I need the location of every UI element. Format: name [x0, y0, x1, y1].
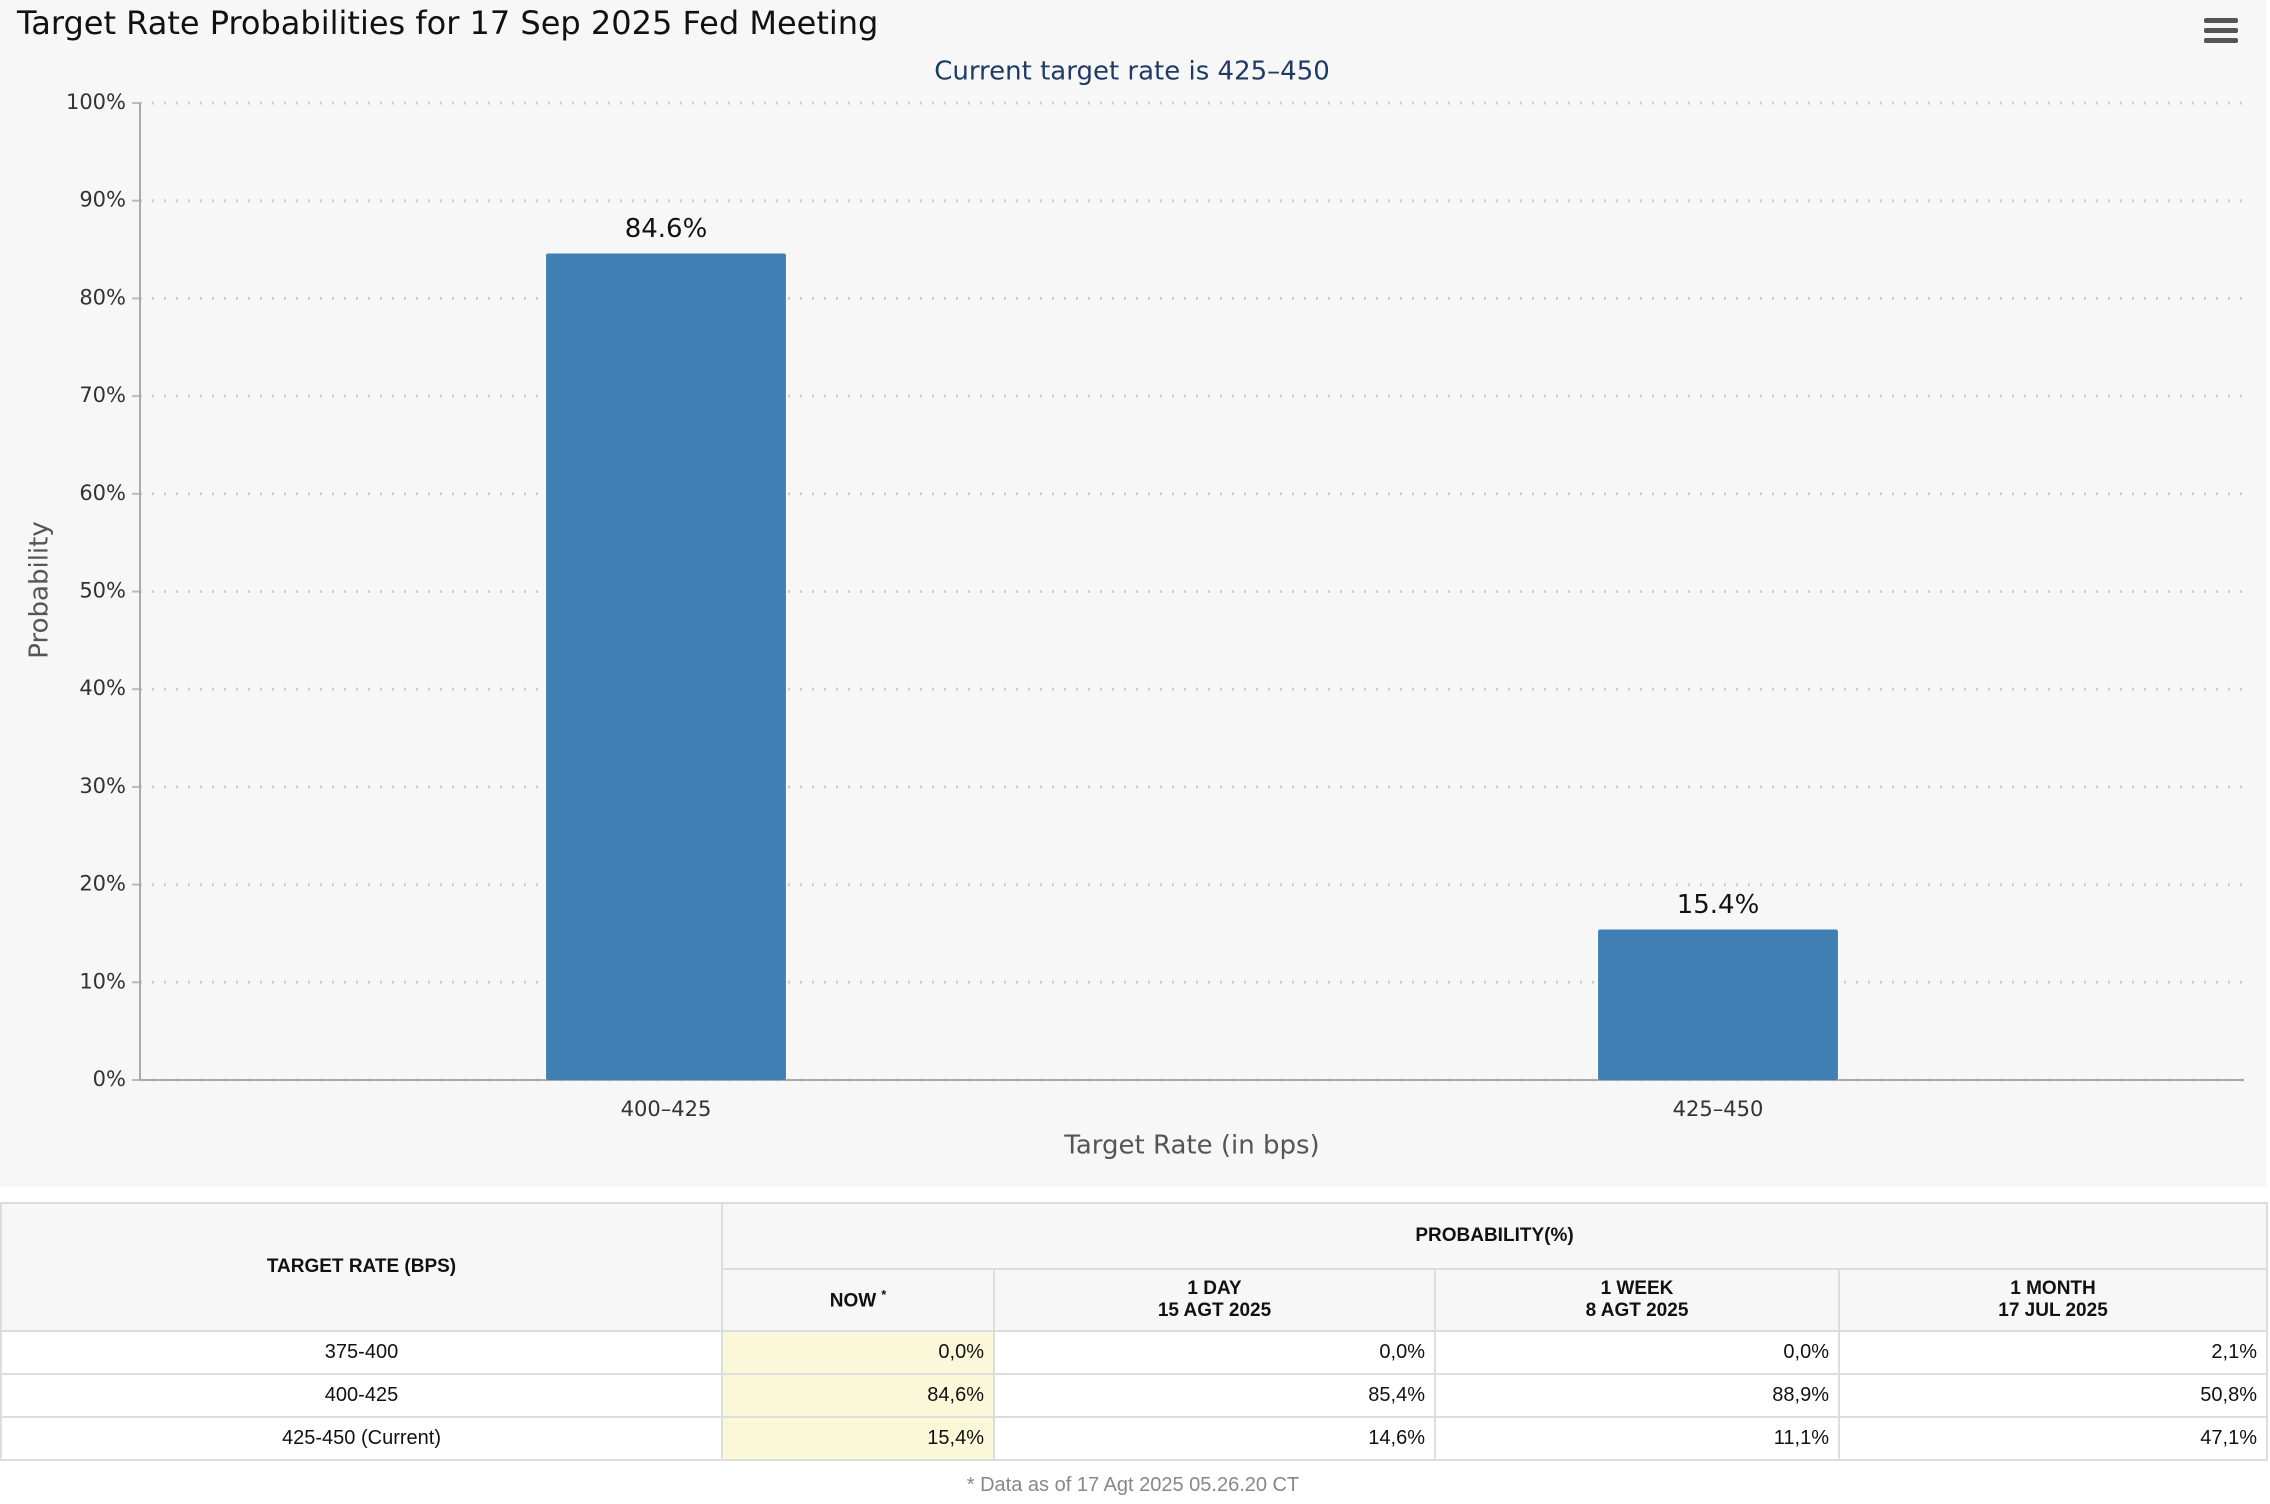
header-cell: 1 WEEK 8 AGT 2025	[1434, 1268, 1840, 1332]
table-cell: 0,0%	[1434, 1330, 1840, 1375]
menu-bar	[2204, 38, 2238, 43]
table-cell: 88,9%	[1434, 1373, 1840, 1418]
table-cell: 14,6%	[993, 1416, 1436, 1461]
data-label: 15.4%	[1677, 890, 1760, 920]
x-axis-label: Target Rate (in bps)	[1063, 1131, 1319, 1161]
y-tick-label: 40%	[79, 676, 126, 700]
header-cell: TARGET RATE (BPS)	[0, 1202, 723, 1332]
table-cell: 50,8%	[1837, 1373, 2269, 1418]
table-cell: 425-450 (Current)	[0, 1416, 723, 1461]
x-tick-label: 425–450	[1673, 1097, 1764, 1121]
header-cell: 1 MONTH 17 JUL 2025	[1837, 1268, 2269, 1332]
menu-button[interactable]	[2204, 18, 2238, 43]
chart-subtitle: Current target rate is 425–450	[934, 57, 1330, 87]
table-row: 400-425 84,6% 85,4% 88,9% 50,8%	[0, 1373, 2269, 1418]
y-tick-label: 90%	[79, 188, 126, 212]
column-label: 1 WEEK	[1600, 1278, 1674, 1299]
y-tick-label: 50%	[79, 579, 126, 603]
y-tick-label: 100%	[66, 90, 126, 114]
table-cell: 0,0%	[993, 1330, 1436, 1375]
probability-table: TARGET RATE (BPS) PROBABILITY(%) NOW * 1 DAY…	[0, 1202, 2269, 1461]
y-axis-label: Probability	[25, 521, 55, 658]
menu-bar	[2204, 28, 2238, 33]
data-label: 84.6%	[625, 214, 708, 244]
table-row: 375-400 0,0% 0,0% 0,0% 2,1%	[0, 1330, 2269, 1375]
y-tick-label: 80%	[79, 285, 126, 309]
bar	[546, 253, 786, 1080]
table-row: 425-450 (Current) 15,4% 14,6% 11,1% 47,1%	[0, 1416, 2269, 1461]
column-label: 1 MONTH	[2010, 1278, 2096, 1299]
table-cell: 11,1%	[1434, 1416, 1840, 1461]
column-date: 15 AGT 2025	[1157, 1300, 1272, 1321]
column-label: 1 DAY	[1187, 1278, 1242, 1299]
bar	[1598, 929, 1838, 1080]
header-row: TARGET RATE (BPS) PROBABILITY(%)	[0, 1202, 2269, 1332]
column-label: NOW	[829, 1290, 877, 1312]
table-cell: 47,1%	[1837, 1416, 2269, 1461]
table-cell: 15,4%	[721, 1416, 995, 1461]
menu-bar	[2204, 18, 2238, 23]
chart: Target Rate Probabilities for 17 Sep 202…	[16, 4, 2244, 1161]
table-cell: 375-400	[0, 1330, 723, 1375]
chart-title: Target Rate Probabilities for 17 Sep 202…	[16, 4, 878, 42]
column-mark: *	[881, 1287, 887, 1303]
table-cell: 84,6%	[721, 1373, 995, 1418]
y-tick-label: 70%	[79, 383, 126, 407]
y-tick-label: 30%	[79, 774, 126, 798]
y-tick-label: 10%	[79, 969, 126, 993]
table-cell: 0,0%	[721, 1330, 995, 1375]
header-cell: NOW *	[721, 1268, 995, 1332]
column-date: 8 AGT 2025	[1585, 1300, 1689, 1321]
table-cell: 400-425	[0, 1373, 723, 1418]
column-date: 17 JUL 2025	[1998, 1300, 2108, 1321]
header-cell: 1 DAY 15 AGT 2025	[993, 1268, 1436, 1332]
y-tick-label: 20%	[79, 872, 126, 896]
header-row: NOW * 1 DAY 15 AGT 2025 1 WEEK 8 AGT 2025 1 MO…	[1, 1268, 2269, 1332]
x-tick-label: 400–425	[621, 1097, 712, 1121]
footnote: * Data as of 17 Agt 2025 05.26.20 CT	[966, 1474, 1300, 1496]
y-tick-label: 0%	[93, 1067, 126, 1091]
table-cell: 85,4%	[993, 1373, 1436, 1418]
table-cell: 2,1%	[1837, 1330, 2269, 1375]
header-cell: PROBABILITY(%)	[720, 1202, 2269, 1270]
y-tick-label: 60%	[79, 481, 126, 505]
